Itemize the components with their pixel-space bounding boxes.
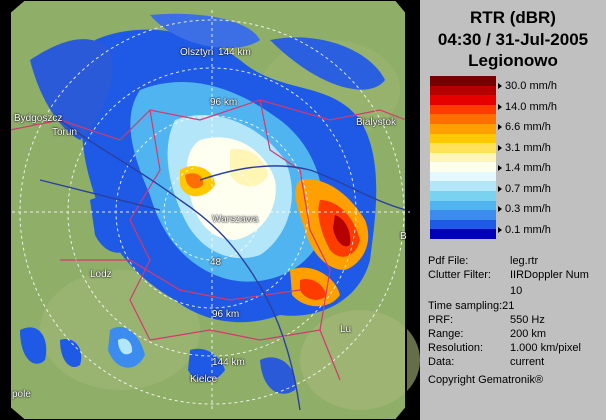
info-data: Data: current bbox=[428, 355, 544, 369]
info-data-value: current bbox=[510, 356, 545, 368]
rivers bbox=[39, 119, 407, 411]
admin-borders bbox=[9, 99, 407, 381]
legend-color-step bbox=[430, 104, 496, 115]
legend-label: 6.6 mm/h bbox=[498, 121, 551, 133]
info-prf-label: PRF: bbox=[428, 314, 454, 326]
legend-label: 30.0 mm/h bbox=[498, 80, 557, 92]
legend-label-text: 3.1 mm/h bbox=[505, 141, 551, 154]
legend-label: 1.4 mm/h bbox=[498, 162, 551, 174]
info-time-sampling-label: Time sampling: bbox=[428, 300, 503, 312]
info-clutter-filter-value2: 10 bbox=[510, 285, 523, 297]
legend-color-step bbox=[430, 200, 496, 211]
legend-label: 14.0 mm/h bbox=[498, 101, 557, 113]
info-resolution-value: 1.000 km/pixel bbox=[510, 342, 581, 354]
datetime-title: 04:30 / 31-Jul-2005 bbox=[437, 30, 589, 49]
info-pdf-file-label: Pdf File: bbox=[428, 255, 469, 267]
city-label-kielce: Kielce bbox=[190, 374, 218, 385]
info-range: Range: 200 km bbox=[428, 327, 546, 341]
info-pdf-file-value: leg.rtr bbox=[510, 255, 539, 267]
legend-color-step bbox=[430, 95, 496, 106]
info-prf: PRF: 550 Hz bbox=[428, 313, 545, 327]
product-title: RTR (dBR) bbox=[470, 8, 556, 27]
ring-label-144-south: 144 km bbox=[212, 357, 245, 368]
legend-marker-icon bbox=[498, 165, 502, 172]
copyright-text: Copyright Gematronik® bbox=[428, 374, 544, 386]
legend-label-text: 14.0 mm/h bbox=[505, 100, 557, 113]
legend-color-step bbox=[430, 123, 496, 134]
info-range-value: 200 km bbox=[510, 328, 547, 340]
legend-color-step bbox=[430, 191, 496, 202]
radar-map[interactable]: Olsztyn Bydgoszcz Torun Bialystok Warsza… bbox=[0, 0, 420, 420]
precipitation-field bbox=[20, 13, 385, 394]
legend-label-text: 30.0 mm/h bbox=[505, 80, 557, 92]
legend-color-step bbox=[430, 152, 496, 163]
legend-color-step bbox=[430, 219, 496, 230]
legend-color-step bbox=[430, 181, 496, 192]
legend-label: 0.3 mm/h bbox=[498, 203, 551, 215]
ring-label-48-south: 48 bbox=[210, 257, 222, 268]
info-time-sampling: Time sampling:21 bbox=[428, 299, 514, 313]
legend-color-step bbox=[430, 133, 496, 144]
legend-color-step bbox=[430, 114, 496, 125]
ring-label-144-north: 144 km bbox=[218, 47, 251, 58]
info-resolution-label: Resolution: bbox=[428, 342, 484, 354]
color-legend bbox=[430, 76, 496, 240]
legend-label: 0.7 mm/h bbox=[498, 183, 551, 195]
info-range-label: Range: bbox=[428, 328, 464, 340]
legend-marker-icon bbox=[498, 103, 502, 110]
legend-color-step bbox=[430, 85, 496, 96]
info-panel: RTR (dBR) 04:30 / 31-Jul-2005 Legionowo … bbox=[420, 0, 606, 420]
coverage-frame bbox=[9, 0, 407, 420]
legend-color-step bbox=[430, 143, 496, 154]
city-label-opole: pole bbox=[12, 389, 31, 400]
info-resolution: Resolution: 1.000 km/pixel bbox=[428, 341, 581, 355]
legend-color-step bbox=[430, 162, 496, 173]
city-label-bydgoszcz: Bydgoszcz bbox=[14, 113, 63, 124]
info-data-label: Data: bbox=[428, 356, 455, 368]
city-label-lodz: Lodz bbox=[90, 269, 112, 280]
city-label-bialystok: Bialystok bbox=[356, 117, 397, 128]
terrain-shade bbox=[300, 310, 420, 410]
legend-label-text: 1.4 mm/h bbox=[505, 162, 551, 174]
radar-map-canvas bbox=[9, 0, 420, 420]
city-label-olsztyn: Olsztyn bbox=[180, 47, 214, 58]
legend-label: 0.1 mm/h bbox=[498, 224, 551, 236]
info-clutter-filter: Clutter Filter: IIRDoppler Num bbox=[428, 268, 589, 282]
info-pdf-file: Pdf File: leg.rtr bbox=[428, 254, 538, 268]
city-label-lublin: Lu bbox=[340, 324, 352, 335]
legend-marker-icon bbox=[498, 185, 502, 192]
legend-marker-icon bbox=[498, 206, 502, 213]
legend-color-step bbox=[430, 171, 496, 182]
legend-label-text: 6.6 mm/h bbox=[505, 121, 551, 133]
legend-label-text: 0.7 mm/h bbox=[505, 182, 551, 195]
info-clutter-filter-value: IIRDoppler Num bbox=[510, 269, 589, 281]
legend-label-text: 0.3 mm/h bbox=[505, 203, 551, 215]
city-label-torun: Torun bbox=[52, 127, 78, 138]
info-prf-value: 550 Hz bbox=[510, 314, 545, 326]
legend-color-step bbox=[430, 229, 496, 240]
legend-color-step bbox=[430, 210, 496, 221]
info-time-sampling-value: 21 bbox=[502, 300, 515, 312]
city-label-warszawa: Warszawa bbox=[212, 214, 259, 225]
legend-marker-icon bbox=[498, 83, 502, 90]
city-label-east: B bbox=[400, 231, 407, 242]
legend-marker-icon bbox=[498, 226, 502, 233]
ring-label-96-north: 96 km bbox=[210, 97, 238, 108]
legend-color-step bbox=[430, 76, 496, 86]
legend-label: 3.1 mm/h bbox=[498, 142, 551, 154]
legend-marker-icon bbox=[498, 124, 502, 131]
legend-label-text: 0.1 mm/h bbox=[505, 223, 551, 236]
info-clutter-filter-label: Clutter Filter: bbox=[428, 269, 491, 281]
site-title: Legionowo bbox=[468, 51, 558, 70]
legend-marker-icon bbox=[498, 144, 502, 151]
ring-label-96-south: 96 km bbox=[212, 309, 240, 320]
